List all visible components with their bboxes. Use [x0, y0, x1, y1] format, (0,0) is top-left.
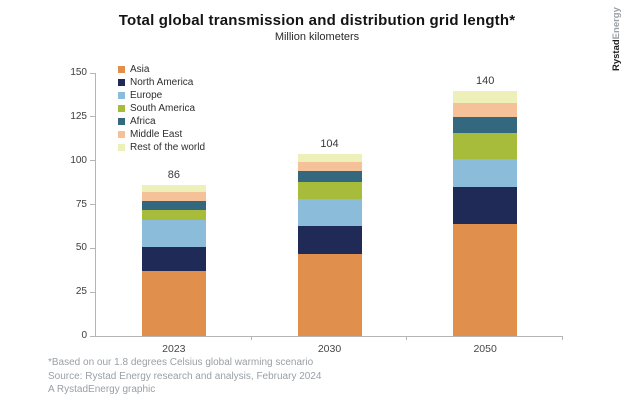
footnote-line: Source: Rystad Energy research and analy… — [48, 370, 322, 382]
x-axis-tick-mark — [250, 336, 252, 340]
stacked-bar-2050 — [453, 90, 518, 336]
logo-text-energy: Energy — [611, 7, 622, 40]
stacked-bar-2030 — [297, 153, 362, 336]
legend-item-asia: Asia — [118, 63, 205, 76]
legend-item-label: Middle East — [130, 129, 183, 140]
bar-segment-north-america — [453, 186, 518, 224]
y-axis-tick-mark — [90, 116, 95, 118]
y-axis-tick-mark — [90, 335, 95, 337]
x-axis-category-label: 2023 — [162, 343, 186, 355]
legend-swatch-icon — [118, 92, 125, 99]
legend-swatch-icon — [118, 66, 125, 73]
legend-item-label: Rest of the world — [130, 142, 206, 153]
legend-item-rest-of-the-world: Rest of the world — [118, 141, 205, 154]
bar-segment-south-america — [141, 209, 206, 221]
y-axis-tick-mark — [90, 160, 95, 162]
legend-item-label: South America — [130, 103, 196, 114]
y-axis-tick-label: 125 — [70, 110, 87, 122]
legend-item-middle-east: Middle East — [118, 128, 205, 141]
plot-area: 0 25 50 75 100 125 150 86 2023 104 2030 140 2050 — [70, 67, 563, 355]
bar-total-label: 140 — [475, 74, 495, 87]
y-axis-tick-label: 75 — [75, 198, 87, 210]
bar-segment-rest-of-the-world — [297, 153, 362, 163]
bar-segment-rest-of-the-world — [141, 185, 206, 193]
footnote-line: *Based on our 1.8 degrees Celsius global… — [48, 357, 314, 368]
footnote-line: A RystadEnergy graphic — [48, 384, 156, 395]
y-axis-tick-mark — [90, 247, 95, 249]
legend-swatch-icon — [118, 118, 125, 125]
y-axis-tick-label: 0 — [81, 330, 87, 341]
legend-item-south-america: South America — [118, 102, 205, 115]
y-axis-tick-mark — [90, 72, 95, 74]
legend-swatch-icon — [118, 105, 125, 112]
legend-item-north-america: North America — [118, 76, 205, 89]
y-axis-tick-label: 25 — [75, 286, 87, 298]
bar-segment-africa — [297, 171, 362, 182]
legend-swatch-icon — [118, 79, 125, 86]
x-axis-tick-mark — [406, 336, 408, 340]
y-axis-tick-label: 100 — [70, 154, 87, 166]
y-axis-tick-label: 50 — [75, 242, 87, 254]
bar-segment-asia — [141, 271, 206, 336]
bar-segment-rest-of-the-world — [453, 90, 518, 103]
bar-segment-europe — [297, 199, 362, 226]
x-axis-category-label: 2030 — [317, 343, 342, 355]
bar-segment-europe — [141, 220, 206, 247]
bar-segment-middle-east — [141, 192, 206, 202]
bar-segment-middle-east — [453, 102, 518, 117]
bar-segment-asia — [297, 253, 362, 336]
bar-segment-africa — [141, 201, 206, 210]
legend-item-europe: Europe — [118, 89, 205, 102]
legend-swatch-icon — [118, 131, 125, 138]
bar-segment-north-america — [297, 225, 362, 254]
legend-item-label: Asia — [130, 64, 150, 75]
bar-segment-africa — [453, 116, 518, 133]
legend-item-africa: Africa — [118, 115, 205, 128]
logo-text-rystad: Rystad — [611, 39, 622, 71]
y-axis-tick-mark — [90, 291, 95, 293]
bar-segment-north-america — [141, 246, 206, 272]
chart-subtitle: Million kilometers — [274, 31, 360, 43]
bar-segment-middle-east — [297, 162, 362, 172]
legend-item-label: Africa — [130, 116, 156, 127]
bar-segment-south-america — [297, 181, 362, 200]
legend: Asia North America Europe South America Afri… — [118, 63, 205, 154]
x-axis-category-label: 2050 — [473, 343, 497, 355]
bar-segment-south-america — [453, 132, 518, 159]
bar-segment-europe — [453, 158, 518, 187]
stacked-bar-2023 — [141, 185, 206, 336]
y-axis-tick-mark — [90, 204, 95, 205]
chart-title: Total global transmission and distributi… — [118, 12, 516, 29]
x-axis-tick-mark — [562, 336, 563, 340]
bar-segment-asia — [453, 223, 518, 336]
y-axis-tick-label: 150 — [70, 67, 87, 78]
legend-item-label: Europe — [130, 90, 163, 101]
rystad-energy-logo: RystadEnergy — [611, 7, 623, 71]
footnotes: *Based on our 1.8 degrees Celsius global… — [48, 356, 321, 397]
bar-total-label: 104 — [320, 137, 339, 150]
bar-total-label: 86 — [167, 169, 180, 182]
legend-item-label: North America — [130, 77, 194, 88]
legend-swatch-icon — [118, 144, 125, 151]
